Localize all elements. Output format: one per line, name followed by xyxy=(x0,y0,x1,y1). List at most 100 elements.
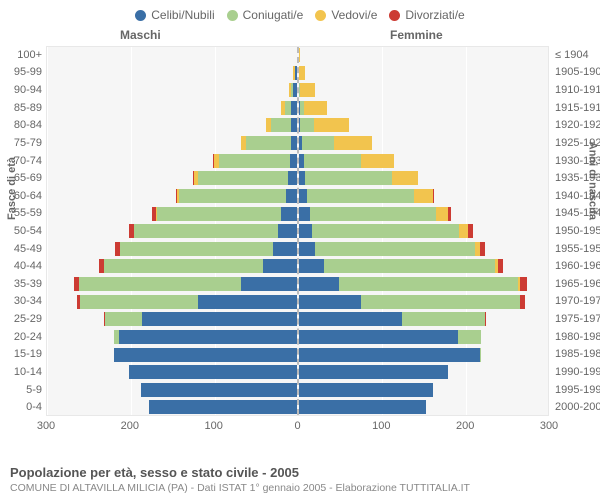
y-label-birth: 1985-1989 xyxy=(555,346,600,362)
chart-area xyxy=(46,46,549,436)
bar-female xyxy=(520,277,527,291)
bar-male xyxy=(74,277,79,291)
bar-female xyxy=(299,66,306,80)
bar-male xyxy=(271,118,291,132)
y-label-age: 70-74 xyxy=(2,153,42,169)
bar-female xyxy=(299,295,361,309)
chart-subtitle: COMUNE DI ALTAVILLA MILICIA (PA) - Dati … xyxy=(10,482,470,494)
bar-female xyxy=(299,330,458,344)
bar-female xyxy=(392,171,417,185)
bar-male xyxy=(263,259,297,273)
y-label-birth: 1905-1909 xyxy=(555,64,600,80)
bar-female xyxy=(480,242,485,256)
bar-male xyxy=(290,154,297,168)
x-tick: 100 xyxy=(372,420,390,432)
y-label-age: 0-4 xyxy=(2,399,42,415)
bar-female xyxy=(300,83,315,97)
y-label-birth: 1950-1954 xyxy=(555,223,600,239)
legend-item: Coniugati/e xyxy=(227,8,304,22)
x-tick: 100 xyxy=(204,420,222,432)
bar-male xyxy=(286,189,296,203)
bar-male xyxy=(177,189,179,203)
male-header: Maschi xyxy=(120,28,161,42)
legend-swatch xyxy=(227,10,238,21)
bar-female xyxy=(299,348,480,362)
bar-female xyxy=(299,224,312,238)
bar-male xyxy=(278,224,296,238)
y-label-birth: 1955-1959 xyxy=(555,241,600,257)
bar-female xyxy=(302,136,334,150)
bar-female xyxy=(304,154,361,168)
y-label-birth: 2000-2004 xyxy=(555,399,600,415)
y-label-birth: 1940-1944 xyxy=(555,188,600,204)
y-label-age: 95-99 xyxy=(2,64,42,80)
y-label-age: 80-84 xyxy=(2,117,42,133)
bar-female xyxy=(314,118,349,132)
y-label-birth: 1960-1964 xyxy=(555,258,600,274)
bar-female xyxy=(339,277,518,291)
bar-female xyxy=(299,277,339,291)
bar-male xyxy=(115,242,120,256)
legend-label: Divorziati/e xyxy=(405,8,464,22)
y-label-birth: 1975-1979 xyxy=(555,311,600,327)
bar-male xyxy=(99,259,104,273)
y-label-age: 90-94 xyxy=(2,82,42,98)
bar-male xyxy=(129,365,297,379)
y-label-age: 45-49 xyxy=(2,241,42,257)
bar-male xyxy=(281,207,296,221)
y-label-age: 100+ xyxy=(2,47,42,63)
y-label-age: 40-44 xyxy=(2,258,42,274)
bar-female xyxy=(433,189,435,203)
y-label-age: 55-59 xyxy=(2,205,42,221)
bar-male xyxy=(241,136,246,150)
chart-title: Popolazione per età, sesso e stato civil… xyxy=(10,465,470,480)
bar-male xyxy=(266,118,271,132)
bar-male xyxy=(105,312,142,326)
bar-male xyxy=(77,295,80,309)
y-label-age: 60-64 xyxy=(2,188,42,204)
bar-male xyxy=(149,400,297,414)
legend-swatch xyxy=(389,10,400,21)
x-tick: 300 xyxy=(37,420,55,432)
y-label-age: 85-89 xyxy=(2,100,42,116)
bar-female xyxy=(299,242,316,256)
bar-female xyxy=(299,171,306,185)
bar-female xyxy=(299,207,311,221)
x-tick: 200 xyxy=(121,420,139,432)
legend-label: Coniugati/e xyxy=(243,8,304,22)
bar-male xyxy=(114,348,297,362)
y-label-birth: 1980-1984 xyxy=(555,329,600,345)
bar-female xyxy=(300,118,313,132)
y-label-birth: 1935-1939 xyxy=(555,170,600,186)
y-label-birth: 1995-1999 xyxy=(555,382,600,398)
bar-male xyxy=(152,207,155,221)
bar-female xyxy=(304,101,327,115)
bar-female xyxy=(299,48,301,62)
bar-male xyxy=(120,242,273,256)
bar-female xyxy=(361,154,395,168)
bar-female xyxy=(498,259,503,273)
y-label-age: 25-29 xyxy=(2,311,42,327)
bar-male xyxy=(214,154,219,168)
bar-male xyxy=(104,259,263,273)
footer: Popolazione per età, sesso e stato civil… xyxy=(10,465,470,494)
bar-male xyxy=(241,277,296,291)
bar-male xyxy=(142,312,296,326)
y-label-birth: 1965-1969 xyxy=(555,276,600,292)
x-tick: 300 xyxy=(540,420,558,432)
bar-male xyxy=(156,207,158,221)
bar-female xyxy=(299,383,433,397)
y-label-birth: 1930-1934 xyxy=(555,153,600,169)
bar-female xyxy=(310,207,436,221)
bar-female xyxy=(299,312,403,326)
bar-female xyxy=(307,189,414,203)
bar-male xyxy=(194,171,197,185)
bar-female xyxy=(480,348,482,362)
center-line xyxy=(297,47,299,415)
bar-male xyxy=(114,330,119,344)
bar-female xyxy=(299,259,324,273)
bar-female xyxy=(485,312,487,326)
legend-swatch xyxy=(135,10,146,21)
bar-male xyxy=(79,277,242,291)
bar-female xyxy=(299,189,307,203)
